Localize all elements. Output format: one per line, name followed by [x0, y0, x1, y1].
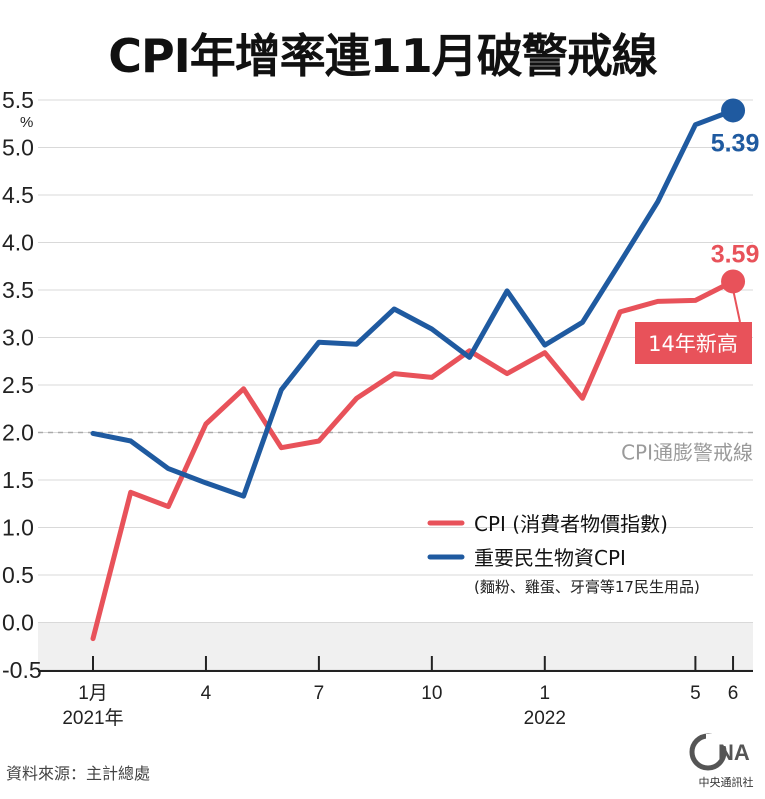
- negative-band: [38, 622, 753, 670]
- y-tick-label: 2.0: [2, 420, 34, 446]
- necessities-end-label: 5.39: [711, 129, 760, 157]
- necessities-endpoint: [721, 98, 746, 123]
- y-unit-label: %: [20, 114, 33, 131]
- y-tick-label: 1.5: [2, 467, 34, 493]
- y-tick-label: 2.5: [2, 372, 34, 398]
- threshold-label: CPI通膨警戒線: [621, 441, 753, 465]
- chart-title: CPI年增率連11月破警戒線: [108, 29, 658, 83]
- source-note: 資料來源：主計總處: [6, 764, 151, 783]
- y-tick-label: 5.5: [2, 87, 34, 113]
- x-tick-label: 1月: [78, 683, 108, 704]
- necessities-cpi-line: [90, 108, 736, 499]
- y-tick-label: 1.0: [2, 515, 34, 541]
- legend-label-cpi: CPI (消費者物價指數): [474, 512, 668, 536]
- legend-note: (麵粉、雞蛋、牙膏等17民生用品): [474, 578, 700, 596]
- y-tick-label: 0.5: [2, 562, 34, 588]
- x-tick-label: 1: [540, 683, 551, 704]
- cna-logo-icon: NA: [689, 733, 750, 771]
- x-tick-sublabel: 2022: [524, 708, 566, 729]
- y-tick-label: 4.0: [2, 230, 34, 256]
- logo-text: 中央通訊社: [698, 776, 754, 789]
- legend-label-necessities: 重要民生物資CPI: [474, 546, 626, 570]
- cpi-line: [90, 278, 736, 642]
- x-tick-sublabel: 2021年: [62, 707, 123, 729]
- x-tick-label: 4: [201, 683, 212, 704]
- x-tick-label: 6: [728, 683, 739, 704]
- x-tick-label: 7: [314, 683, 325, 704]
- cna-logo: NA 中央通訊社: [688, 730, 764, 790]
- cpi-endpoint: [721, 269, 746, 294]
- callout-connector: [732, 289, 741, 323]
- cpi-end-label: 3.59: [711, 240, 760, 268]
- y-tick-label: 5.0: [2, 135, 34, 161]
- y-tick-label: 3.0: [2, 325, 34, 351]
- y-tick-label: -0.5: [2, 657, 42, 683]
- x-tick-label: 10: [421, 683, 442, 704]
- callout-box: [635, 322, 752, 364]
- x-tick-label: 5: [690, 683, 701, 704]
- callout-text: 14年新高: [648, 332, 738, 356]
- svg-text:NA: NA: [718, 740, 750, 765]
- y-tick-label: 3.5: [2, 277, 34, 303]
- y-tick-label: 0.0: [2, 610, 34, 636]
- y-tick-label: 4.5: [2, 182, 34, 208]
